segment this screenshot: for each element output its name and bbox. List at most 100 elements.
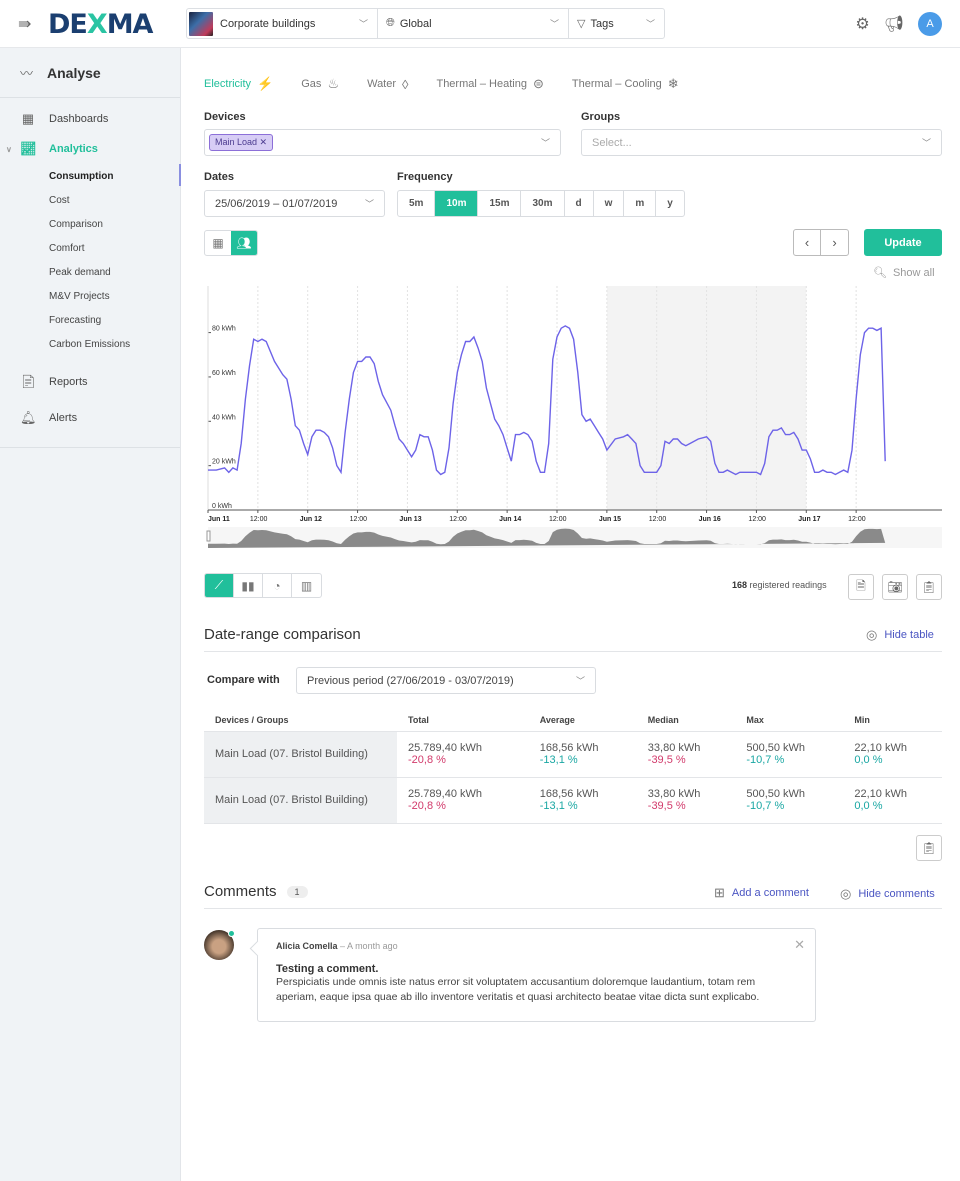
add-comment-link[interactable]: ⊞ Add a comment xyxy=(714,885,809,901)
globe-icon: 🌐︎ xyxy=(386,17,395,29)
export-file-button[interactable]: 🗎 xyxy=(848,574,874,600)
heating-icon: ⊜ xyxy=(532,76,544,91)
sidebar-divider xyxy=(0,436,180,448)
previous-period-button[interactable]: ‹ xyxy=(794,230,821,255)
metric-delta: -20,8 % xyxy=(408,800,446,812)
date-range-picker[interactable]: 25/06/2019 – 01/07/2019 ﹀ xyxy=(204,190,385,217)
compare-with-select[interactable]: Previous period (27/06/2019 - 03/07/2019… xyxy=(296,667,596,694)
metric-delta: -10,7 % xyxy=(746,754,785,766)
tab-gas[interactable]: Gas ♨ xyxy=(301,76,339,92)
sidebar-subitem-forecasting[interactable]: Forecasting xyxy=(0,308,180,332)
tab-label: Electricity xyxy=(204,78,252,90)
building-selector[interactable]: Corporate buildings ﹀ xyxy=(187,9,378,38)
freq-15m[interactable]: 15m xyxy=(478,191,522,216)
sidebar-item-reports[interactable]: 📄︎ Reports xyxy=(0,364,180,400)
sidebar-subitem-mv-projects[interactable]: M&V Projects xyxy=(0,284,180,308)
freq-10m[interactable]: 10m xyxy=(435,191,479,216)
clipboard-plus-icon: 📋︎ xyxy=(921,580,937,594)
user-avatar[interactable]: A xyxy=(918,12,942,36)
grouped-view-button[interactable]: 👥︎ xyxy=(231,231,257,255)
freq-month[interactable]: m xyxy=(624,191,657,216)
add-to-clipboard-button[interactable]: 📋︎ xyxy=(916,574,942,600)
freq-week[interactable]: w xyxy=(594,191,625,216)
gear-icon[interactable]: ⚙ xyxy=(855,16,870,33)
metric-cell: 22,10 kWh 0,0 % xyxy=(843,777,942,824)
sidebar-item-alerts[interactable]: 🔔︎ Alerts xyxy=(0,400,180,436)
line-chart-button[interactable]: ⟋ xyxy=(205,574,234,597)
tab-electricity[interactable]: Electricity ⚡ xyxy=(204,76,273,92)
col-devices[interactable]: Devices / Groups xyxy=(204,709,397,732)
bar-chart-button[interactable]: ▮▮ xyxy=(234,574,263,597)
comment-author-avatar[interactable] xyxy=(204,930,235,960)
metric-value: 168,56 kWh xyxy=(539,788,599,800)
stacked-bar-button[interactable]: ▥ xyxy=(292,574,321,597)
eye-off-icon: ◎ xyxy=(840,886,852,901)
menu-toggle-icon[interactable]: ⇛ xyxy=(18,16,32,33)
metric-value: 25.789,40 kWh xyxy=(408,742,482,754)
comment-author: Alicia Comella xyxy=(276,941,338,951)
pie-chart-button[interactable]: ◔ xyxy=(263,574,292,597)
sidebar-subitem-consumption[interactable]: Consumption xyxy=(0,164,181,188)
hide-table-link[interactable]: ◎ Hide table xyxy=(866,627,934,643)
tab-thermal-cooling[interactable]: Thermal – Cooling ❄ xyxy=(572,76,679,92)
metric-cell: 33,80 kWh -39,5 % xyxy=(636,731,736,778)
metric-value: 33,80 kWh xyxy=(647,742,701,754)
close-icon[interactable]: ✕ xyxy=(794,937,805,952)
sidebar-subitem-carbon-emissions[interactable]: Carbon Emissions xyxy=(0,332,180,356)
megaphone-icon[interactable]: 📢︎ xyxy=(883,16,904,33)
sidebar-subitem-label: M&V Projects xyxy=(49,290,110,302)
col-max[interactable]: Max xyxy=(735,709,844,732)
next-period-button[interactable]: › xyxy=(821,230,848,255)
show-all-button[interactable]: 🔍︎ Show all xyxy=(873,266,935,280)
energy-type-tabs: Electricity ⚡ Gas ♨ Water ◊ Thermal – Heati… xyxy=(204,76,707,92)
devices-select[interactable]: Main Load ✕ ﹀ xyxy=(204,129,561,156)
col-total[interactable]: Total xyxy=(397,709,529,732)
tab-thermal-heating[interactable]: Thermal – Heating ⊜ xyxy=(436,76,543,92)
grid-view-button[interactable]: ▦ xyxy=(205,231,231,255)
col-average[interactable]: Average xyxy=(528,709,637,732)
device-cell: Main Load (07. Bristol Building) xyxy=(204,731,397,778)
tags-selector[interactable]: ▽ Tags ﹀ xyxy=(569,9,664,38)
freq-day[interactable]: d xyxy=(565,191,594,216)
date-range-value: 25/06/2019 – 01/07/2019 xyxy=(215,197,338,210)
readings-label: registered readings xyxy=(749,580,827,590)
location-selector[interactable]: 🌐︎ Global ﹀ xyxy=(378,9,569,38)
consumption-line-chart[interactable]: 0 kWh 20 kWh 40 kWh 60 kWh 80 kWh Jun 11 12:00… xyxy=(204,283,942,548)
sidebar-item-analytics[interactable]: ∨ 📈︎ Analytics xyxy=(0,134,180,164)
zoom-out-icon: 🔍︎ xyxy=(873,267,887,279)
sidebar-subitem-label: Comparison xyxy=(49,218,103,230)
sidebar-subitem-peak-demand[interactable]: Peak demand xyxy=(0,260,180,284)
col-median[interactable]: Median xyxy=(636,709,736,732)
metric-value: 22,10 kWh xyxy=(854,788,907,800)
grid-icon: ▦ xyxy=(212,236,224,250)
hide-comments-link[interactable]: ◎ Hide comments xyxy=(840,886,935,902)
analyse-icon: 〰 xyxy=(20,66,34,81)
sidebar-subitem-comfort[interactable]: Comfort xyxy=(0,236,180,260)
col-min[interactable]: Min xyxy=(843,709,942,732)
bar-chart-icon: ▮▮ xyxy=(241,578,255,593)
comment-time: – A month ago xyxy=(340,941,398,951)
svg-text:Jun 17: Jun 17 xyxy=(798,516,820,523)
update-button[interactable]: Update xyxy=(864,229,942,256)
groups-select[interactable]: Select... ﹀ xyxy=(581,129,942,156)
table-header-row: Devices / Groups Total Average Median Ma… xyxy=(204,709,942,732)
screenshot-button[interactable]: 📷︎ xyxy=(882,574,908,600)
sidebar-item-dashboards[interactable]: ▦ Dashboards xyxy=(0,104,180,134)
freq-30m[interactable]: 30m xyxy=(521,191,565,216)
device-chip[interactable]: Main Load ✕ xyxy=(209,134,274,151)
metric-cell: 22,10 kWh 0,0 % xyxy=(843,731,942,778)
lightning-icon: ⚡ xyxy=(257,76,274,91)
add-table-to-report-button[interactable]: 📋︎ xyxy=(916,835,942,861)
remove-chip-icon[interactable]: ✕ xyxy=(259,137,268,147)
building-selector-label: Corporate buildings xyxy=(220,17,316,30)
freq-5m[interactable]: 5m xyxy=(398,191,436,216)
location-selector-label: Global xyxy=(399,17,432,30)
sidebar-subitem-cost[interactable]: Cost xyxy=(0,188,180,212)
tab-water[interactable]: Water ◊ xyxy=(367,76,408,92)
device-chip-label: Main Load xyxy=(215,137,258,147)
sidebar-section-header: 〰 Analyse xyxy=(0,48,180,98)
readings-count: 168 registered readings xyxy=(732,580,827,590)
freq-year[interactable]: y xyxy=(667,198,673,209)
dexma-logo[interactable]: DEXMA xyxy=(48,9,153,40)
sidebar-subitem-comparison[interactable]: Comparison xyxy=(0,212,180,236)
